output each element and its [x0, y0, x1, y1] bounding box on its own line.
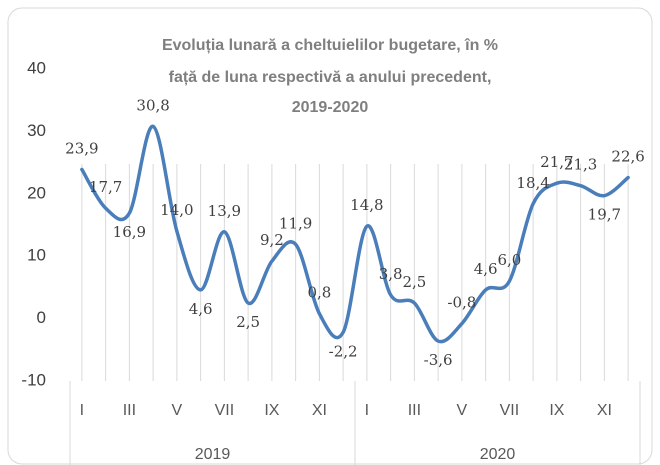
data-label: 6,0 [497, 251, 521, 269]
y-tick-label: 0 [37, 308, 46, 327]
x-tick-label: V [457, 402, 468, 419]
data-label: 4,6 [189, 300, 213, 318]
data-label: 3,8 [379, 265, 403, 283]
x-tick-label: VII [215, 402, 235, 419]
x-tick-label: XI [597, 402, 612, 419]
line [80, 124, 630, 344]
x-tick-label: XI [312, 402, 327, 419]
data-label: 9,2 [260, 231, 284, 249]
x-tick-label: IX [264, 402, 279, 419]
y-tick-label: -10 [21, 370, 46, 389]
x-tick-label: III [408, 402, 421, 419]
data-label: -3,6 [424, 351, 453, 369]
x-tick-label: I [365, 402, 369, 419]
x-tick-label: V [172, 402, 183, 419]
group-label: 2019 [195, 446, 231, 463]
data-label: 14,8 [350, 196, 383, 214]
data-label: 17,7 [89, 178, 122, 196]
data-label: 14,0 [160, 201, 193, 219]
data-label: 18,4 [516, 174, 549, 192]
data-label: 2,5 [236, 313, 260, 331]
x-tick-label: III [123, 402, 136, 419]
data-label: 2,5 [402, 273, 426, 291]
data-label: 22,6 [611, 148, 644, 166]
x-tick-label: VII [500, 402, 520, 419]
chart-title: Evoluția lunară a cheltuielilor bugetare… [162, 37, 498, 54]
y-tick-label: 30 [27, 121, 46, 140]
data-label: -2,2 [329, 342, 358, 360]
data-label: 16,9 [113, 223, 146, 241]
data-label: 23,9 [65, 139, 98, 157]
data-label: 21,7 [540, 153, 573, 171]
data-label: 19,7 [588, 206, 621, 224]
chart-frame [7, 7, 653, 465]
data-label: 11,9 [279, 214, 312, 232]
x-tick-label: I [80, 402, 84, 419]
data-label: 30,8 [136, 96, 169, 114]
chart-title: față de luna respectivă a anului precede… [169, 69, 492, 86]
data-label: -0,8 [447, 294, 476, 312]
data-label: 13,9 [208, 202, 241, 220]
data-label: 0,8 [307, 284, 331, 302]
data-label: 4,6 [474, 260, 498, 278]
y-tick-label: 10 [27, 246, 46, 265]
y-tick-label: 20 [27, 183, 46, 202]
group-label: 2020 [480, 446, 516, 463]
data-label: 21,3 [564, 156, 597, 174]
chart-title: 2019-2020 [292, 99, 369, 116]
x-tick-label: IX [549, 402, 564, 419]
y-tick-label: 40 [27, 58, 46, 77]
